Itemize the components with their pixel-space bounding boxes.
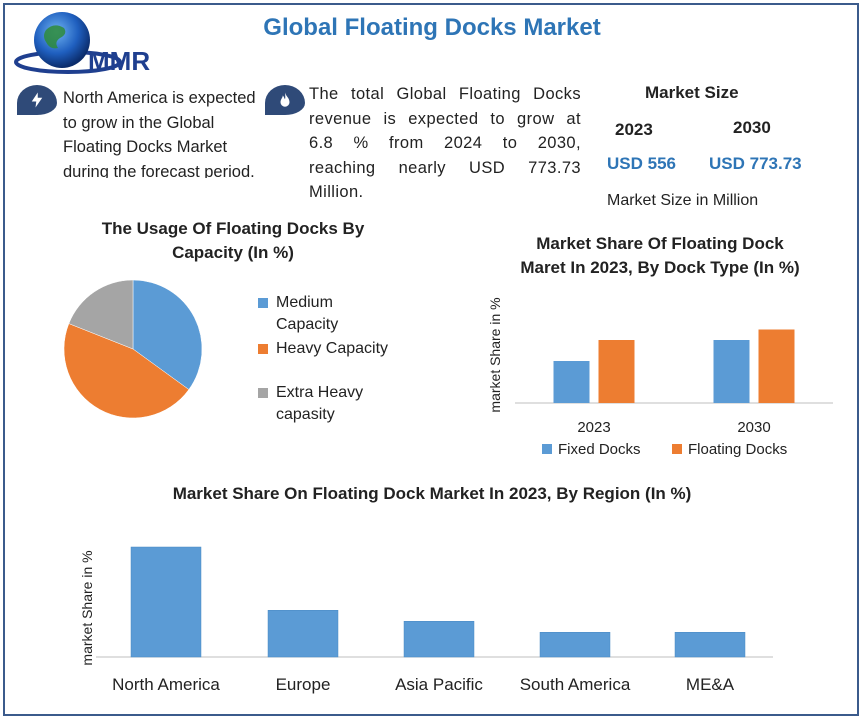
region-bar-chart: North America Europe Asia Pacific South Ame… — [79, 546, 773, 694]
market-size-year-2023: 2023 — [615, 120, 653, 139]
pie-title-line: The Usage Of Floating Docks By — [101, 219, 365, 238]
market-size-note: Market Size in Million — [607, 192, 759, 206]
legend-line: Capacity — [276, 316, 339, 333]
bar-asia-pacific — [403, 621, 475, 658]
legend-swatch — [542, 444, 552, 454]
legend-swatch — [672, 444, 682, 454]
bar-south-america — [539, 632, 611, 658]
legend-label: Fixed Docks — [558, 441, 641, 458]
bar-europe — [267, 610, 339, 658]
revenue-line: reaching nearly USD 773.73 — [309, 158, 581, 177]
revenue-line: Million. — [309, 183, 364, 201]
region-chart-title: Market Share On Floating Dock Market In … — [172, 484, 692, 503]
north-america-note: North America is expected to grow in the… — [63, 89, 256, 178]
legend-line: Extra Heavy — [276, 384, 364, 401]
legend-label-extra-heavy: Extra Heavy capasity — [276, 382, 363, 426]
pie-chart-title: The Usage Of Floating Docks By Capacity … — [58, 217, 408, 265]
legend-label-heavy: Heavy Capacity — [276, 338, 388, 360]
logo-text: MMR — [88, 46, 150, 76]
pie-slice-medium — [132, 279, 203, 390]
legend-line: capasity — [276, 406, 335, 423]
revenue-line: The total Global Floating Docks — [309, 85, 581, 103]
dock-title-line: Market Share Of Floating Dock — [536, 234, 784, 253]
x-tick-label: South America — [520, 675, 631, 694]
legend-line: Medium — [276, 294, 333, 311]
x-tick-label: North America — [112, 675, 220, 694]
x-tick-label: Asia Pacific — [395, 675, 483, 694]
market-size-value-2023: USD 556 — [607, 154, 676, 173]
legend-swatch-heavy — [258, 344, 268, 354]
legend-swatch-extra-heavy — [258, 388, 268, 398]
legend-label-medium: Medium Capacity — [276, 292, 338, 336]
pie-slice-heavy — [63, 323, 190, 419]
lightning-icon — [17, 85, 57, 115]
revenue-line: revenue is expected to grow at — [309, 109, 581, 128]
bar-me-a — [674, 632, 746, 658]
y-axis-label: market Share in % — [487, 297, 503, 412]
x-tick-label: 2023 — [577, 419, 610, 436]
bar-fixed-docks-2023 — [553, 361, 590, 403]
market-size-year-2030: 2030 — [733, 118, 771, 137]
legend-swatch-medium — [258, 298, 268, 308]
flame-icon — [265, 85, 305, 115]
pie-slice-extra-heavy — [68, 279, 134, 350]
pie-legend: Medium Capacity Heavy Capacity Extra Hea… — [258, 292, 438, 432]
globe-icon — [34, 12, 90, 68]
bar-fixed-docks-2030 — [713, 340, 750, 403]
capacity-pie-chart — [63, 279, 203, 419]
legend-line: Heavy Capacity — [276, 340, 389, 357]
market-size-heading: Market Size — [645, 83, 739, 102]
dock-type-chart-title: Market Share Of Floating Dock Maret In 2… — [480, 232, 840, 280]
dock-type-bar-chart: 2023 2030 market Share in % Fixed Docks Floa… — [487, 297, 833, 458]
y-axis-label: market Share in % — [79, 550, 95, 665]
bar-floating-docks-2023 — [598, 340, 635, 403]
x-tick-label: Europe — [276, 675, 331, 694]
x-tick-label: 2030 — [737, 419, 770, 436]
revenue-line: 6.8 % from 2024 to 2030, — [309, 134, 581, 152]
revenue-note: The total Global Floating Docks revenue … — [309, 82, 581, 205]
bar-north-america — [130, 546, 202, 658]
x-tick-label: ME&A — [686, 675, 735, 694]
dock-title-line: Maret In 2023, By Dock Type (In %) — [520, 258, 800, 277]
pie-title-line: Capacity (In %) — [172, 243, 294, 262]
market-size-value-2030: USD 773.73 — [709, 154, 802, 173]
legend-label: Floating Docks — [688, 441, 787, 458]
bar-floating-docks-2030 — [758, 329, 795, 403]
page-title: Global Floating Docks Market — [263, 14, 601, 41]
mmr-logo: MMR — [14, 12, 150, 76]
